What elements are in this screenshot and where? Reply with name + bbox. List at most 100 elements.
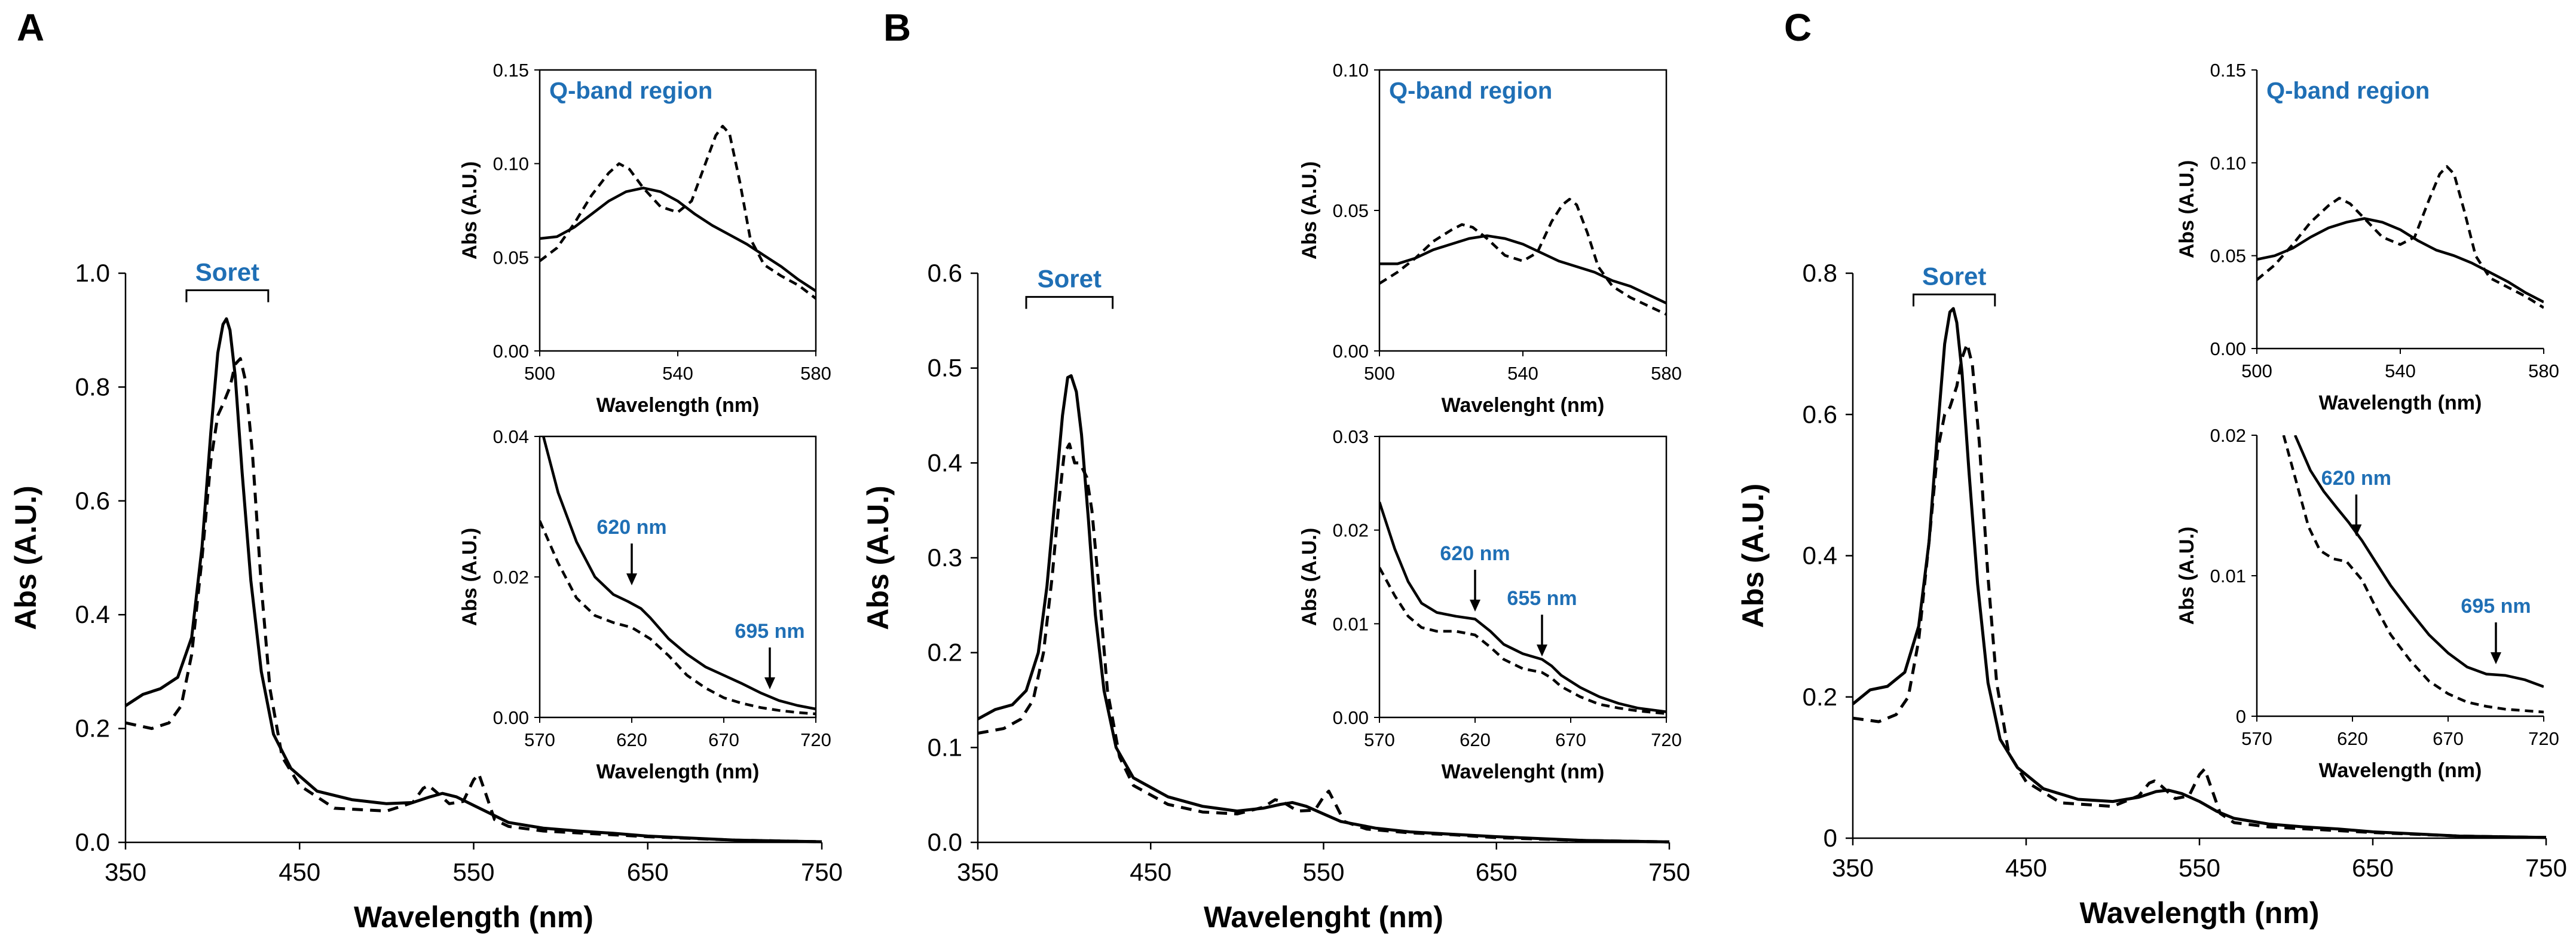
panel-c-x-tick-label: 550 bbox=[2179, 854, 2220, 882]
panel-c-inset-2-x-axis-label: Wavelength (nm) bbox=[2319, 759, 2482, 782]
panel-a-x-tick-label: 550 bbox=[452, 858, 494, 886]
panel-c-inset-1-y-axis-label: Abs (A.U.) bbox=[2176, 160, 2198, 258]
panel-c-x-axis-label: Wavelength (nm) bbox=[2080, 896, 2320, 930]
panel-b-inset-1-x-axis-label: Wavelenght (nm) bbox=[1442, 394, 1605, 417]
panel-c-letter: C bbox=[1784, 6, 1812, 49]
panel-c-y-tick-label: 0.8 bbox=[1803, 259, 1837, 287]
panel-a-inset-2-series-solid bbox=[542, 436, 816, 711]
panel-a-x-tick-label: 350 bbox=[105, 858, 146, 886]
panel-b-inset-1-y-tick-label: 0.10 bbox=[1333, 60, 1369, 81]
panel-a-x-tick-label: 750 bbox=[801, 858, 843, 886]
panel-a-main-series-dashed bbox=[125, 357, 822, 844]
panel-b-inset-2-series-dashed bbox=[1379, 567, 1666, 715]
panel-a-inset-1-series-dashed bbox=[540, 124, 816, 300]
panel-a-inset-1-x-tick-label: 500 bbox=[524, 363, 555, 384]
panel-a-inset-2-x-axis-label: Wavelength (nm) bbox=[596, 760, 760, 783]
panel-c: C 0 0.2 0.4 0.6 0.8 350 450 550 650 750 Wavelength … bbox=[1736, 6, 2567, 930]
panel-a-inset-1-y-tick-label: 0.15 bbox=[493, 60, 529, 81]
panel-b-x-axis-label: Wavelenght (nm) bbox=[1204, 900, 1443, 934]
panel-a-inset-1-title: Q-band region bbox=[549, 78, 712, 104]
panel-a-main-plot: 0.0 0.2 0.4 0.6 0.8 1.0 350 450 550 650 750 Wavelen… bbox=[9, 258, 843, 934]
panel-a-inset-2-peak-label: 620 nm bbox=[596, 516, 666, 539]
panel-b-inset-2-peak-label: 655 nm bbox=[1507, 587, 1577, 610]
panel-a-inset-1-y-tick-label: 0.00 bbox=[493, 341, 529, 362]
panel-a-main-series-solid bbox=[124, 317, 822, 844]
panel-b-y-tick-label: 0.1 bbox=[928, 733, 962, 761]
panel-c-inset-1-y-tick-label: 0.15 bbox=[2210, 60, 2246, 81]
panel-a-inset-2-y-tick-label: 0.02 bbox=[493, 567, 529, 588]
panel-b-soret-label: Soret bbox=[1038, 265, 1102, 293]
panel-c-inset-2-x-tick-label: 720 bbox=[2528, 728, 2559, 749]
panel-b-y-tick-label: 0.4 bbox=[928, 448, 962, 476]
panel-a-inset-1: 0.00 0.05 0.10 0.15 500 540 580 Wavelength (nm)… bbox=[458, 60, 831, 417]
panel-c-inset-2-peak-label: 620 nm bbox=[2321, 467, 2391, 490]
panel-c-inset-1-y-tick-label: 0.00 bbox=[2210, 338, 2246, 359]
panel-c-y-axis-label: Abs (A.U.) bbox=[1736, 484, 1770, 628]
panel-a-y-tick-label: 0.0 bbox=[75, 828, 110, 856]
panel-c-inset-1-y-tick-label: 0.10 bbox=[2210, 152, 2246, 173]
panel-b-inset-2-lines bbox=[1379, 502, 1666, 715]
panel-b-soret-bracket bbox=[1025, 296, 1114, 309]
panel-a-inset-2-lines bbox=[540, 436, 816, 716]
panel-b-inset-2: 0.00 0.01 0.02 0.03 570 620 670 720 Wavelenght (… bbox=[1298, 426, 1682, 783]
panel-b-inset-2-x-axis-label: Wavelenght (nm) bbox=[1442, 760, 1605, 783]
panel-a-letter: A bbox=[17, 6, 44, 49]
panel-c-inset-2-lines bbox=[2282, 435, 2544, 714]
panel-b-inset-2-x-tick-label: 620 bbox=[1460, 729, 1491, 750]
panel-b-inset-1-title: Q-band region bbox=[1389, 78, 1552, 104]
panel-b-inset-2-x-tick-label: 670 bbox=[1555, 729, 1586, 750]
panel-a-inset-2-x-tick-label: 670 bbox=[708, 729, 739, 750]
panel-b-inset-1-x-tick-label: 500 bbox=[1364, 363, 1395, 384]
panel-b-inset-2-y-tick-label: 0.00 bbox=[1333, 707, 1369, 728]
panel-b-inset-2-arrow-head bbox=[1470, 599, 1480, 612]
panel-a-inset-1-series-solid bbox=[540, 187, 816, 292]
panel-c-inset-2-series-dashed bbox=[2282, 435, 2544, 714]
panel-c-y-tick-label: 0.4 bbox=[1803, 542, 1837, 570]
panel-c-inset-1-series-dashed bbox=[2257, 165, 2544, 309]
panel-a: A 0.0 0.2 0.4 0.6 0.8 1.0 350 450 550 650 750 Wavele… bbox=[9, 6, 843, 934]
panel-b-main-plot: 0.0 0.1 0.2 0.3 0.4 0.5 0.6 350 450 550 650 750 Wave… bbox=[861, 259, 1690, 934]
panel-b-inset-1-series-solid bbox=[1379, 234, 1666, 305]
panel-c-main-series-dashed bbox=[1852, 342, 2547, 839]
panel-c-inset-2-peak-label: 695 nm bbox=[2461, 595, 2531, 618]
panel-a-inset-1-y-axis-label: Abs (A.U.) bbox=[458, 161, 481, 259]
panel-a-inset-1-x-tick-label: 540 bbox=[662, 363, 693, 384]
panel-a-inset-2-x-tick-label: 720 bbox=[800, 729, 831, 750]
panel-c-inset-1-x-tick-label: 500 bbox=[2241, 361, 2272, 381]
panel-b-inset-1-y-axis-label: Abs (A.U.) bbox=[1298, 161, 1321, 259]
panel-c-inset-2-y-axis-label: Abs (A.U.) bbox=[2176, 527, 2198, 625]
panel-a-y-tick-label: 0.2 bbox=[75, 714, 110, 743]
panel-c-soret-bracket bbox=[1913, 293, 1996, 307]
panel-b-x-tick-label: 350 bbox=[957, 858, 999, 886]
panel-a-inset-2-x-tick-label: 570 bbox=[524, 729, 555, 750]
panel-a-inset-2: 0.00 0.02 0.04 570 620 670 720 Wavelength (nm) A… bbox=[458, 426, 831, 783]
panel-a-soret-label: Soret bbox=[195, 258, 259, 286]
panel-c-inset-1: 0.00 0.05 0.10 0.15 500 540 580 Wavelength (nm)… bbox=[2176, 60, 2559, 414]
panel-c-inset-2-y-tick-label: 0.01 bbox=[2210, 566, 2246, 586]
panel-a-inset-2-y-axis-label: Abs (A.U.) bbox=[458, 528, 481, 626]
panel-b: B 0.0 0.1 0.2 0.3 0.4 0.5 0.6 350 450 550 650 750 Wav… bbox=[861, 6, 1690, 934]
panel-c-y-tick-label: 0.6 bbox=[1803, 400, 1837, 428]
panel-b-y-tick-label: 0.2 bbox=[928, 639, 962, 667]
panel-a-inset-1-frame bbox=[539, 69, 817, 352]
panel-b-inset-1-y-tick-label: 0.00 bbox=[1333, 341, 1369, 362]
panel-b-x-tick-label: 550 bbox=[1302, 858, 1344, 886]
panel-a-y-tick-label: 1.0 bbox=[75, 259, 110, 287]
panel-b-inset-1-x-tick-label: 580 bbox=[1651, 363, 1682, 384]
panel-a-inset-1-lines bbox=[540, 124, 816, 300]
panel-c-inset-1-x-axis-label: Wavelength (nm) bbox=[2319, 392, 2482, 414]
panel-b-inset-1-series-dashed bbox=[1379, 197, 1666, 316]
panel-b-inset-2-peak-label: 620 nm bbox=[1440, 542, 1510, 565]
panel-b-inset-2-y-axis-label: Abs (A.U.) bbox=[1298, 528, 1321, 626]
panel-a-y-tick-label: 0.4 bbox=[75, 600, 110, 628]
panel-c-inset-1-x-tick-label: 540 bbox=[2385, 361, 2416, 381]
panel-a-x-tick-label: 650 bbox=[627, 858, 669, 886]
panel-b-y-tick-label: 0.5 bbox=[928, 354, 962, 382]
panel-a-inset-2-y-tick-label: 0.00 bbox=[493, 707, 529, 728]
panel-a-inset-2-arrow-head bbox=[764, 677, 775, 689]
panel-b-x-tick-label: 750 bbox=[1648, 858, 1690, 886]
panel-c-inset-1-x-tick-label: 580 bbox=[2528, 361, 2559, 381]
panel-a-inset-2-frame bbox=[539, 435, 817, 719]
panel-c-inset-2-y-tick-label: 0.02 bbox=[2210, 425, 2246, 446]
